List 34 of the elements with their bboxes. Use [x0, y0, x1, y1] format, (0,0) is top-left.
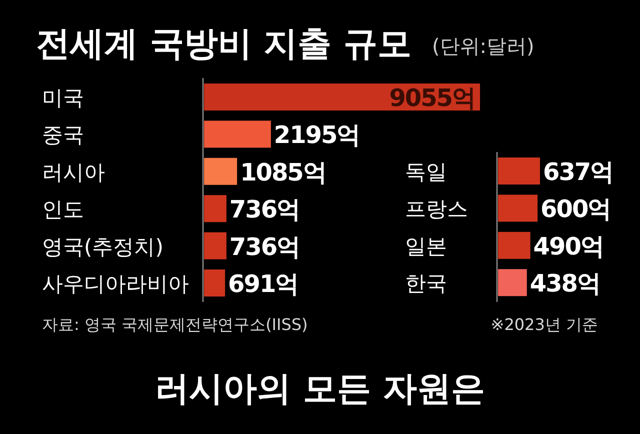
data-label: 736억	[229, 232, 300, 261]
bar	[204, 158, 238, 185]
y-tick-label: 인도	[42, 198, 84, 222]
y-tick-label: 한국	[405, 272, 447, 296]
bar	[498, 232, 530, 259]
data-label: 1085억	[240, 158, 326, 186]
data-label: 438억	[530, 270, 600, 298]
y-tick-label: 프랑스	[405, 197, 468, 222]
bar	[498, 158, 540, 184]
y-tick-label: 중국	[42, 123, 84, 148]
text: 자료: 영국 국제문제전략연구소(IISS)	[42, 315, 308, 334]
data-label: 2195억	[274, 121, 360, 150]
bar	[204, 232, 226, 260]
bar	[204, 270, 226, 296]
text: 러시아의 모든 자원은	[155, 369, 485, 409]
bar	[498, 194, 538, 222]
data-label: 9055억	[389, 84, 475, 112]
data-label: 600억	[540, 195, 611, 224]
y-tick-label: 미국	[42, 86, 84, 110]
text: ※2023년 기준	[490, 315, 598, 334]
data-label: 736억	[229, 196, 300, 224]
chart-title: 전세계 국방비 지출 규모	[36, 24, 412, 64]
bar	[204, 195, 226, 222]
y-tick-label: 일본	[405, 234, 447, 258]
bar	[498, 269, 527, 296]
y-tick-label: 독일	[405, 160, 447, 184]
chart-subtitle: (단위:달러)	[432, 34, 534, 58]
y-tick-label: 사우디아라비아	[42, 272, 189, 296]
data-label: 637억	[543, 158, 614, 186]
data-label: 490억	[533, 232, 604, 260]
data-label: 691억	[228, 270, 298, 298]
y-tick-label: 영국(추정치)	[42, 234, 164, 259]
bar	[204, 120, 271, 148]
y-tick-label: 러시아	[42, 160, 105, 184]
